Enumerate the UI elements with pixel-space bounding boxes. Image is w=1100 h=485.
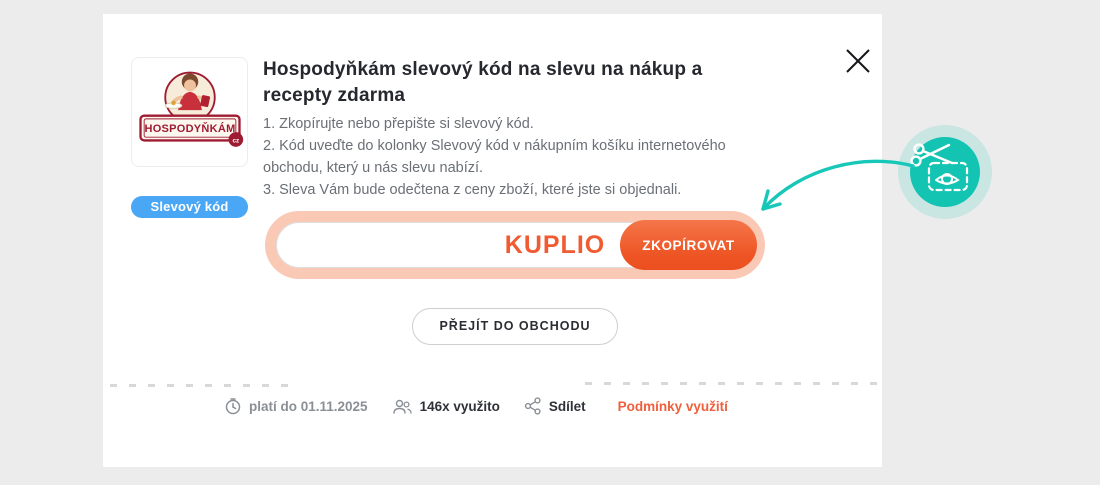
coupon-code-value[interactable]: KUPLIO [504, 230, 606, 259]
users-icon [392, 398, 413, 415]
share-icon [524, 397, 542, 415]
category-badge[interactable]: Slevový kód [131, 196, 248, 218]
terms-link[interactable]: Podmínky využití [617, 398, 728, 414]
instruction-step: 1. Zkopírujte nebo přepište si slevový k… [263, 116, 534, 132]
valid-until-label: platí do 01.11.2025 [249, 398, 368, 414]
clock-icon [224, 397, 242, 415]
copy-code-button[interactable]: ZKOPÍROVAT [620, 220, 757, 270]
sticker-circle [910, 137, 980, 207]
instruction-step: 3. Sleva Vám bude odečtena z ceny zboží,… [263, 182, 682, 198]
close-button[interactable] [843, 46, 873, 76]
go-to-shop-button[interactable]: PŘEJÍT DO OBCHODU [412, 308, 618, 345]
instruction-step: 2. Kód uveďte do kolonky Slevový kód v n… [263, 138, 726, 176]
sticker-halo [898, 125, 992, 219]
close-icon [846, 49, 870, 73]
instructions: 1. Zkopírujte nebo přepište si slevový k… [263, 113, 768, 201]
hospodynkam-logo-icon: HOSPODYŇKÁM cz [138, 71, 243, 147]
clipped-text-fragments [110, 384, 293, 387]
clipped-text-fragments [585, 382, 878, 385]
share-label: Sdílet [548, 398, 586, 414]
validity-item: platí do 01.11.2025 [224, 397, 368, 415]
scissors-coupon-icon [910, 143, 969, 192]
shop-button-row: PŘEJÍT DO OBCHODU [265, 308, 765, 345]
coupon-title: Hospodyňkám slevový kód na slevu na náku… [263, 59, 703, 106]
usage-item: 146x využito [392, 398, 500, 415]
brand-name: HOSPODYŇKÁM [144, 122, 235, 135]
coupon-meta-footer: platí do 01.11.2025 146x využito [224, 393, 728, 419]
coupon-modal: HOSPODYŇKÁM cz Slevový kód Hospodyňkám s… [103, 14, 882, 467]
share-item[interactable]: Sdílet [524, 397, 586, 415]
brand-tld: cz [232, 137, 239, 144]
coupon-code-box: KUPLIO ZKOPÍROVAT [265, 211, 765, 279]
merchant-logo: HOSPODYŇKÁM cz [131, 57, 248, 167]
usage-count-label: 146x využito [419, 398, 500, 414]
